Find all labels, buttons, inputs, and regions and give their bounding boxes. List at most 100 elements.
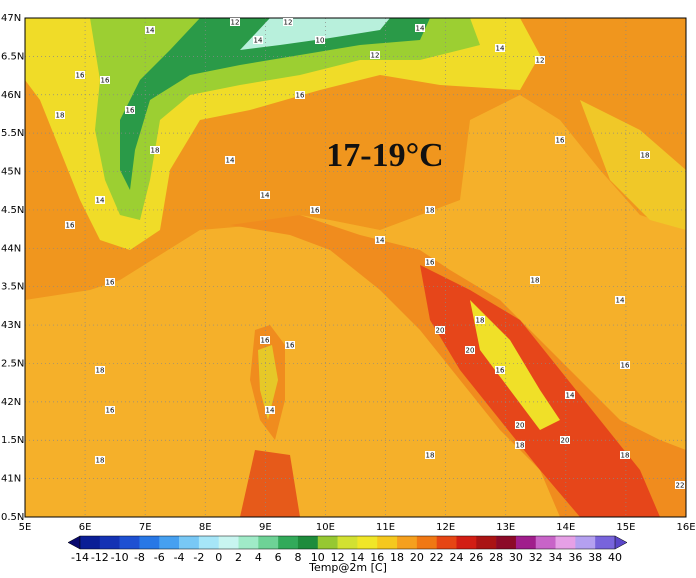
- x-tick-label: 12E: [436, 522, 455, 533]
- y-tick-label: 0.5N: [1, 512, 24, 523]
- contour-label: 16: [311, 207, 320, 215]
- y-tick-label: 44N: [1, 243, 21, 254]
- contour-label-box: [65, 221, 75, 229]
- x-tick-label: 10E: [316, 522, 335, 533]
- alps-peak: [240, 18, 390, 50]
- contour-label: 18: [426, 207, 435, 215]
- y-tick-label: 5.5N: [1, 128, 24, 139]
- colorbar-swatch: [515, 536, 537, 549]
- contour-label: 16: [106, 279, 115, 287]
- map-field: [25, 18, 686, 517]
- colorbar-tick-label: 18: [390, 551, 404, 564]
- contour-label-box: [465, 346, 475, 354]
- contour-label-box: [95, 366, 105, 374]
- contour-label-box: [253, 36, 263, 44]
- colorbar-swatch: [337, 536, 358, 549]
- colorbar-tick-label: -6: [154, 551, 165, 564]
- y-tick-label: 2.5N: [1, 358, 24, 369]
- colorbar-tick-label: 16: [370, 551, 384, 564]
- contour-label-box: [515, 441, 525, 449]
- contour-label: 16: [556, 137, 565, 145]
- colorbar-tick-label: 28: [489, 551, 503, 564]
- y-tick-label: 3.5N: [1, 282, 24, 293]
- colorbar-swatch: [436, 536, 457, 549]
- contour-label-box: [125, 106, 135, 114]
- colorbar-tick-label: 10: [311, 551, 325, 564]
- contour-label: 14: [266, 407, 275, 415]
- x-tick-label: 9E: [259, 522, 272, 533]
- contour-label-box: [265, 406, 275, 414]
- contour-label-box: [675, 481, 685, 489]
- y-tick-label: 4.5N: [1, 205, 24, 216]
- contour-label: 20: [436, 327, 445, 335]
- colorbar-tick-label: -10: [111, 551, 129, 564]
- x-tick-label: 16E: [676, 522, 695, 533]
- contour-label: 12: [536, 57, 545, 65]
- contour-label-box: [105, 406, 115, 414]
- colorbar-tick-label: 14: [350, 551, 364, 564]
- contour-label: 16: [496, 367, 505, 375]
- contour-label-box: [640, 151, 650, 159]
- contour-label: 16: [106, 407, 115, 415]
- contour-label-box: [283, 18, 293, 26]
- colorbar-tick-label: 24: [449, 551, 463, 564]
- x-tick-label: 5E: [19, 522, 32, 533]
- colorbar-tick-label: 36: [568, 551, 582, 564]
- contour-label-box: [95, 196, 105, 204]
- contour-label: 12: [284, 19, 293, 27]
- colorbar-tick-label: -12: [91, 551, 109, 564]
- contour-label-box: [295, 91, 305, 99]
- contour-label: 14: [261, 192, 270, 200]
- colorbar-swatch: [496, 536, 517, 549]
- colorbar-swatch: [238, 536, 259, 549]
- contour-label: 14: [616, 297, 625, 305]
- contour-label-box: [425, 451, 435, 459]
- contour-label: 16: [76, 72, 85, 80]
- contour-label: 18: [621, 452, 630, 460]
- colorbar-swatch: [218, 536, 239, 549]
- colorbar-tick-label: 2: [235, 551, 242, 564]
- x-tick-label: 8E: [199, 522, 212, 533]
- contour-label-box: [260, 191, 270, 199]
- contour-label: 20: [516, 422, 525, 430]
- contour-label-box: [560, 436, 570, 444]
- contour-label: 16: [101, 77, 110, 85]
- colorbar-tick-label: 38: [588, 551, 602, 564]
- contour-label-box: [435, 326, 445, 334]
- balkans: [580, 100, 686, 230]
- apennine-ridge: [470, 300, 560, 430]
- colorbar-tick-label: 20: [410, 551, 424, 564]
- contour-label: 14: [416, 25, 425, 33]
- colorbar-tick-label: 30: [509, 551, 523, 564]
- colorbar-swatch: [258, 536, 279, 549]
- alps-high: [120, 18, 430, 190]
- contour-label: 12: [231, 19, 240, 27]
- contour-label-box: [425, 206, 435, 214]
- contour-label: 10: [316, 37, 325, 45]
- colorbar-swatch: [179, 536, 200, 549]
- contour-label: 18: [151, 147, 160, 155]
- x-tick-label: 11E: [376, 522, 395, 533]
- contour-label: 22: [676, 482, 685, 490]
- contour-label: 16: [66, 222, 75, 230]
- map-frame: [24, 17, 687, 518]
- colorbar-tick-label: -2: [193, 551, 204, 564]
- x-tick-label: 15E: [616, 522, 635, 533]
- colorbar-tick-label: 34: [549, 551, 563, 564]
- contour-label: 18: [531, 277, 540, 285]
- colorbar-tick-label: -4: [174, 551, 185, 564]
- contour-label: 14: [566, 392, 575, 400]
- contour-label-box: [620, 361, 630, 369]
- colorbar-swatch: [397, 536, 418, 549]
- colorbar-tick-label: 0: [215, 551, 222, 564]
- contour-label-box: [515, 421, 525, 429]
- y-tick-label: 45N: [1, 167, 21, 178]
- colorbar-swatch: [595, 536, 616, 549]
- colorbar-frame: [79, 535, 616, 550]
- contour-label-box: [95, 456, 105, 464]
- colorbar-swatch: [119, 536, 140, 549]
- contour-label-box: [230, 18, 240, 26]
- colorbar-swatch: [575, 536, 596, 549]
- contour-label: 18: [641, 152, 650, 160]
- contour-label-box: [370, 51, 380, 59]
